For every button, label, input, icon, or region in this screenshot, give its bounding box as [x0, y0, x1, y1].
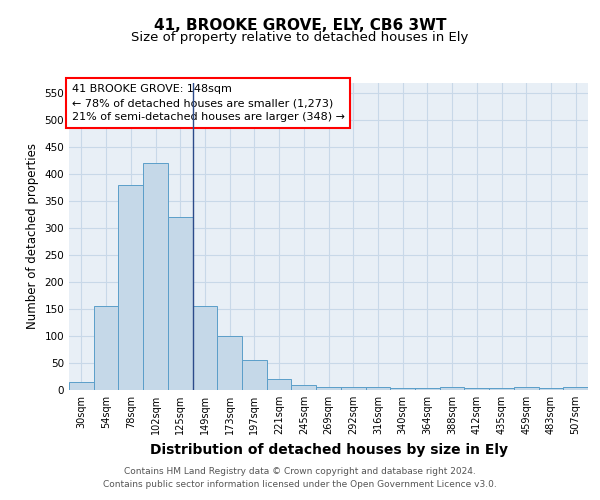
Bar — [242, 360, 267, 390]
Bar — [539, 388, 563, 390]
Y-axis label: Number of detached properties: Number of detached properties — [26, 143, 39, 329]
Bar — [267, 379, 292, 390]
Bar — [316, 388, 341, 390]
Bar — [489, 388, 514, 390]
Text: Size of property relative to detached houses in Ely: Size of property relative to detached ho… — [131, 31, 469, 44]
Bar — [514, 388, 539, 390]
Text: Contains public sector information licensed under the Open Government Licence v3: Contains public sector information licen… — [103, 480, 497, 489]
Bar — [69, 382, 94, 390]
Bar — [217, 336, 242, 390]
Text: 41, BROOKE GROVE, ELY, CB6 3WT: 41, BROOKE GROVE, ELY, CB6 3WT — [154, 18, 446, 32]
Bar — [563, 388, 588, 390]
Bar — [341, 388, 365, 390]
Bar — [193, 306, 217, 390]
Text: Contains HM Land Registry data © Crown copyright and database right 2024.: Contains HM Land Registry data © Crown c… — [124, 467, 476, 476]
Bar — [118, 185, 143, 390]
Bar — [464, 388, 489, 390]
Bar — [292, 384, 316, 390]
Bar — [365, 388, 390, 390]
Bar — [143, 164, 168, 390]
Bar — [168, 218, 193, 390]
Bar — [94, 306, 118, 390]
Bar — [440, 388, 464, 390]
Bar — [415, 388, 440, 390]
X-axis label: Distribution of detached houses by size in Ely: Distribution of detached houses by size … — [149, 442, 508, 456]
Bar — [390, 388, 415, 390]
Text: 41 BROOKE GROVE: 148sqm
← 78% of detached houses are smaller (1,273)
21% of semi: 41 BROOKE GROVE: 148sqm ← 78% of detache… — [71, 84, 344, 122]
